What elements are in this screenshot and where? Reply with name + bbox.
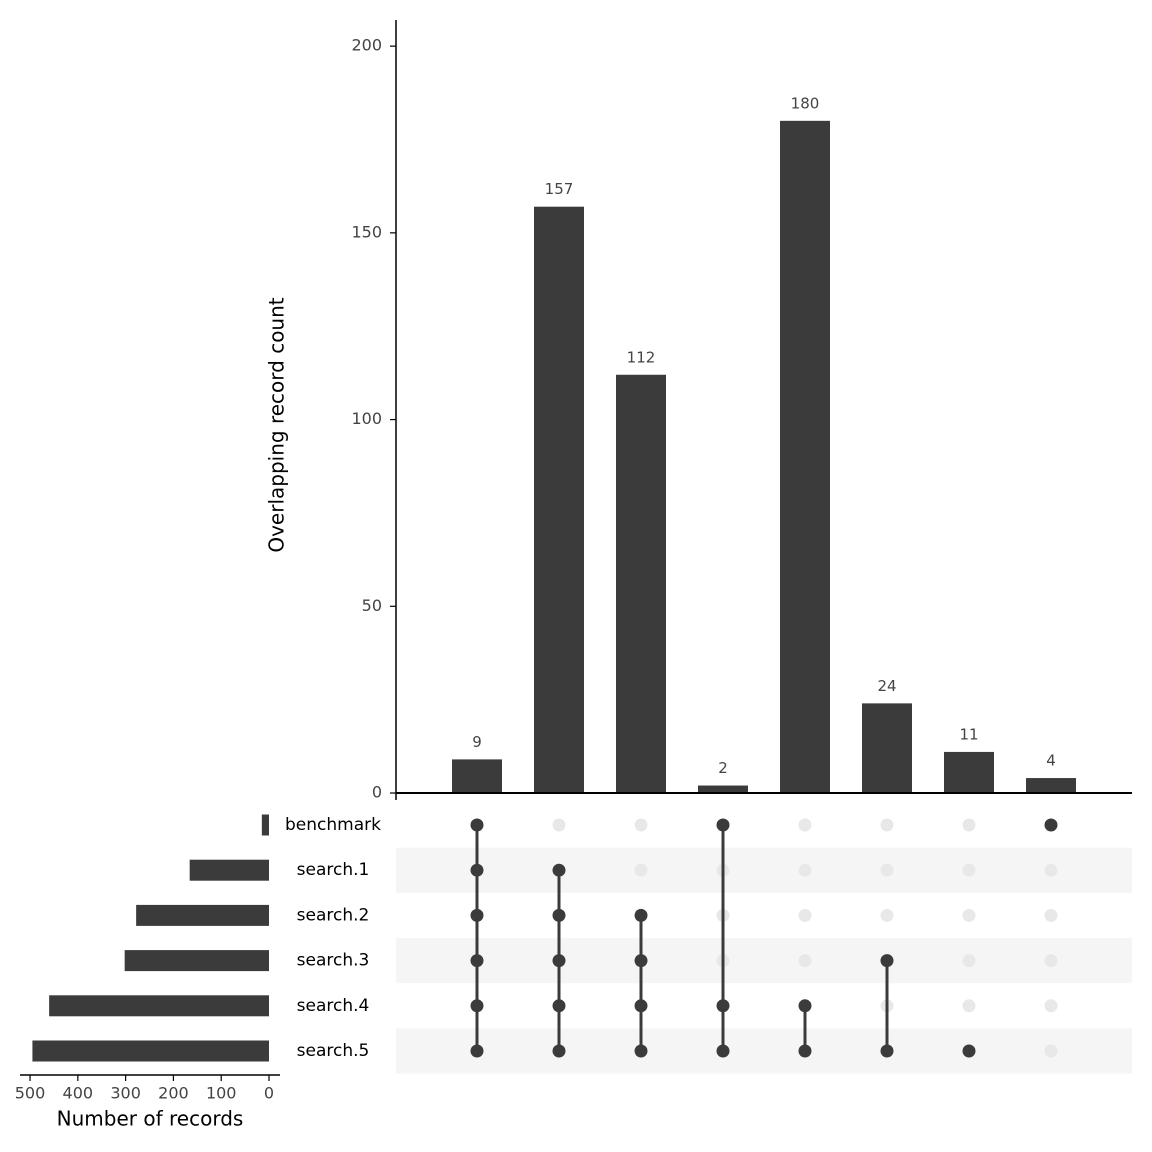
matrix-stripe [396, 1028, 1132, 1074]
bar [862, 703, 912, 793]
bar [452, 759, 502, 793]
matrix-dot-empty [634, 818, 648, 832]
matrix-dot-empty [798, 954, 812, 968]
matrix-dot-empty [1044, 1044, 1058, 1058]
matrix-dot [716, 999, 730, 1013]
bar [1026, 778, 1076, 793]
matrix-dot [1044, 818, 1058, 832]
matrix-dot [880, 954, 894, 968]
set-label: search.1 [297, 860, 370, 880]
y-axis-title: Overlapping record count [265, 297, 289, 552]
value-label: 9 [472, 733, 482, 751]
set-label: search.4 [297, 996, 370, 1016]
set-size-tick-label: 0 [264, 1084, 274, 1103]
matrix-dot-empty [1044, 954, 1058, 968]
matrix-stripe [396, 938, 1132, 984]
set-label: search.3 [297, 951, 370, 971]
matrix-dot [634, 1044, 648, 1058]
value-label: 112 [627, 348, 656, 366]
matrix-dot [552, 999, 566, 1013]
set-size-bar [189, 859, 270, 881]
set-label: search.5 [297, 1041, 370, 1061]
value-label: 24 [877, 677, 896, 695]
matrix-dot-empty [798, 863, 812, 877]
matrix-dot-empty [1044, 908, 1058, 922]
bar [944, 751, 994, 793]
matrix-dot [716, 818, 730, 832]
matrix-dot-empty [880, 818, 894, 832]
set-size-tick-label: 400 [63, 1084, 94, 1103]
matrix-dot-empty [634, 863, 648, 877]
matrix-dot-empty [962, 863, 976, 877]
set-size-tick-label: 200 [158, 1084, 189, 1103]
matrix-dot [470, 863, 484, 877]
set-size-bar [32, 1040, 270, 1062]
y-tick-label: 100 [351, 409, 382, 428]
x-axis-title: Number of records [57, 1107, 244, 1131]
bar [698, 785, 748, 793]
matrix-dot-empty [962, 818, 976, 832]
matrix-dot-empty [798, 908, 812, 922]
matrix-dot-empty [962, 999, 976, 1013]
value-label: 180 [791, 94, 820, 112]
matrix-dot [880, 1044, 894, 1058]
matrix-dot [470, 954, 484, 968]
matrix-dot [634, 908, 648, 922]
matrix-dot-empty [552, 818, 566, 832]
y-tick-label: 0 [372, 783, 382, 802]
set-size-bar [49, 995, 270, 1017]
bar [616, 374, 666, 793]
matrix-dot [634, 999, 648, 1013]
y-tick-label: 200 [351, 36, 382, 55]
matrix-dot-empty [798, 818, 812, 832]
set-size-tick-label: 300 [110, 1084, 141, 1103]
matrix-dot [634, 954, 648, 968]
matrix-dot-empty [1044, 863, 1058, 877]
set-size-bar [261, 814, 270, 836]
matrix-dot-empty [962, 954, 976, 968]
set-size-bar [136, 904, 270, 926]
matrix-dot [552, 954, 566, 968]
matrix-dot-empty [880, 908, 894, 922]
value-label: 4 [1046, 752, 1056, 770]
matrix-dot [798, 999, 812, 1013]
value-label: 11 [959, 725, 978, 743]
matrix-dot [716, 1044, 730, 1058]
value-label: 157 [545, 180, 574, 198]
matrix-dot [798, 1044, 812, 1058]
matrix-dot [962, 1044, 976, 1058]
set-label: benchmark [285, 815, 381, 835]
value-label: 2 [718, 759, 728, 777]
bar [534, 206, 584, 794]
set-size-bar [124, 950, 270, 972]
matrix-dot-empty [880, 863, 894, 877]
y-tick-label: 150 [351, 222, 382, 241]
matrix-dot-empty [962, 908, 976, 922]
set-size-tick-label: 100 [206, 1084, 237, 1103]
set-size-tick-label: 500 [15, 1084, 46, 1103]
matrix-dot [470, 999, 484, 1013]
matrix-dot [470, 908, 484, 922]
matrix-dot [552, 1044, 566, 1058]
matrix-dot [552, 863, 566, 877]
bar [780, 120, 830, 793]
matrix-dot-empty [1044, 999, 1058, 1013]
matrix-dot [470, 1044, 484, 1058]
matrix-stripe [396, 847, 1132, 893]
y-tick-label: 50 [362, 596, 382, 615]
matrix-dot [470, 818, 484, 832]
set-label: search.2 [297, 905, 370, 925]
matrix-dot [552, 908, 566, 922]
